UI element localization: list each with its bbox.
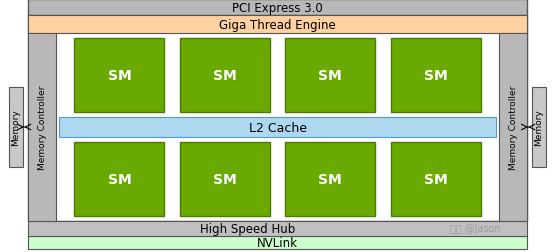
Text: SM: SM [423,69,447,83]
Text: NVLink: NVLink [257,236,298,249]
Bar [74,142,164,216]
Bar [28,0,527,16]
Bar [9,88,23,167]
Bar [28,16,527,221]
Bar [532,88,546,167]
Text: Memory Controller: Memory Controller [508,85,517,170]
Bar [59,117,496,137]
Text: Memory: Memory [12,109,21,146]
Text: Memory: Memory [534,109,543,146]
Text: SM: SM [213,69,236,83]
Text: L2 Cache: L2 Cache [249,121,306,134]
Bar [180,142,270,216]
Bar [499,34,527,221]
Bar [180,39,270,113]
Bar [28,221,527,236]
Text: PCI Express 3.0: PCI Express 3.0 [232,2,323,14]
Bar [28,34,56,221]
Bar [391,39,481,113]
Text: High Speed Hub: High Speed Hub [200,222,295,235]
Text: SM: SM [319,69,342,83]
Text: SM: SM [319,172,342,186]
Text: SM: SM [423,172,447,186]
Text: SM: SM [213,172,236,186]
Bar [391,142,481,216]
Bar [285,39,375,113]
Bar [74,39,164,113]
Text: Giga Thread Engine: Giga Thread Engine [219,18,336,32]
Text: SM: SM [108,69,132,83]
Bar [28,16,527,34]
Bar [285,142,375,216]
Text: SM: SM [108,172,132,186]
Bar [28,236,527,249]
Text: 知乎 @Jason: 知乎 @Jason [450,224,500,234]
Text: Memory Controller: Memory Controller [38,85,47,170]
